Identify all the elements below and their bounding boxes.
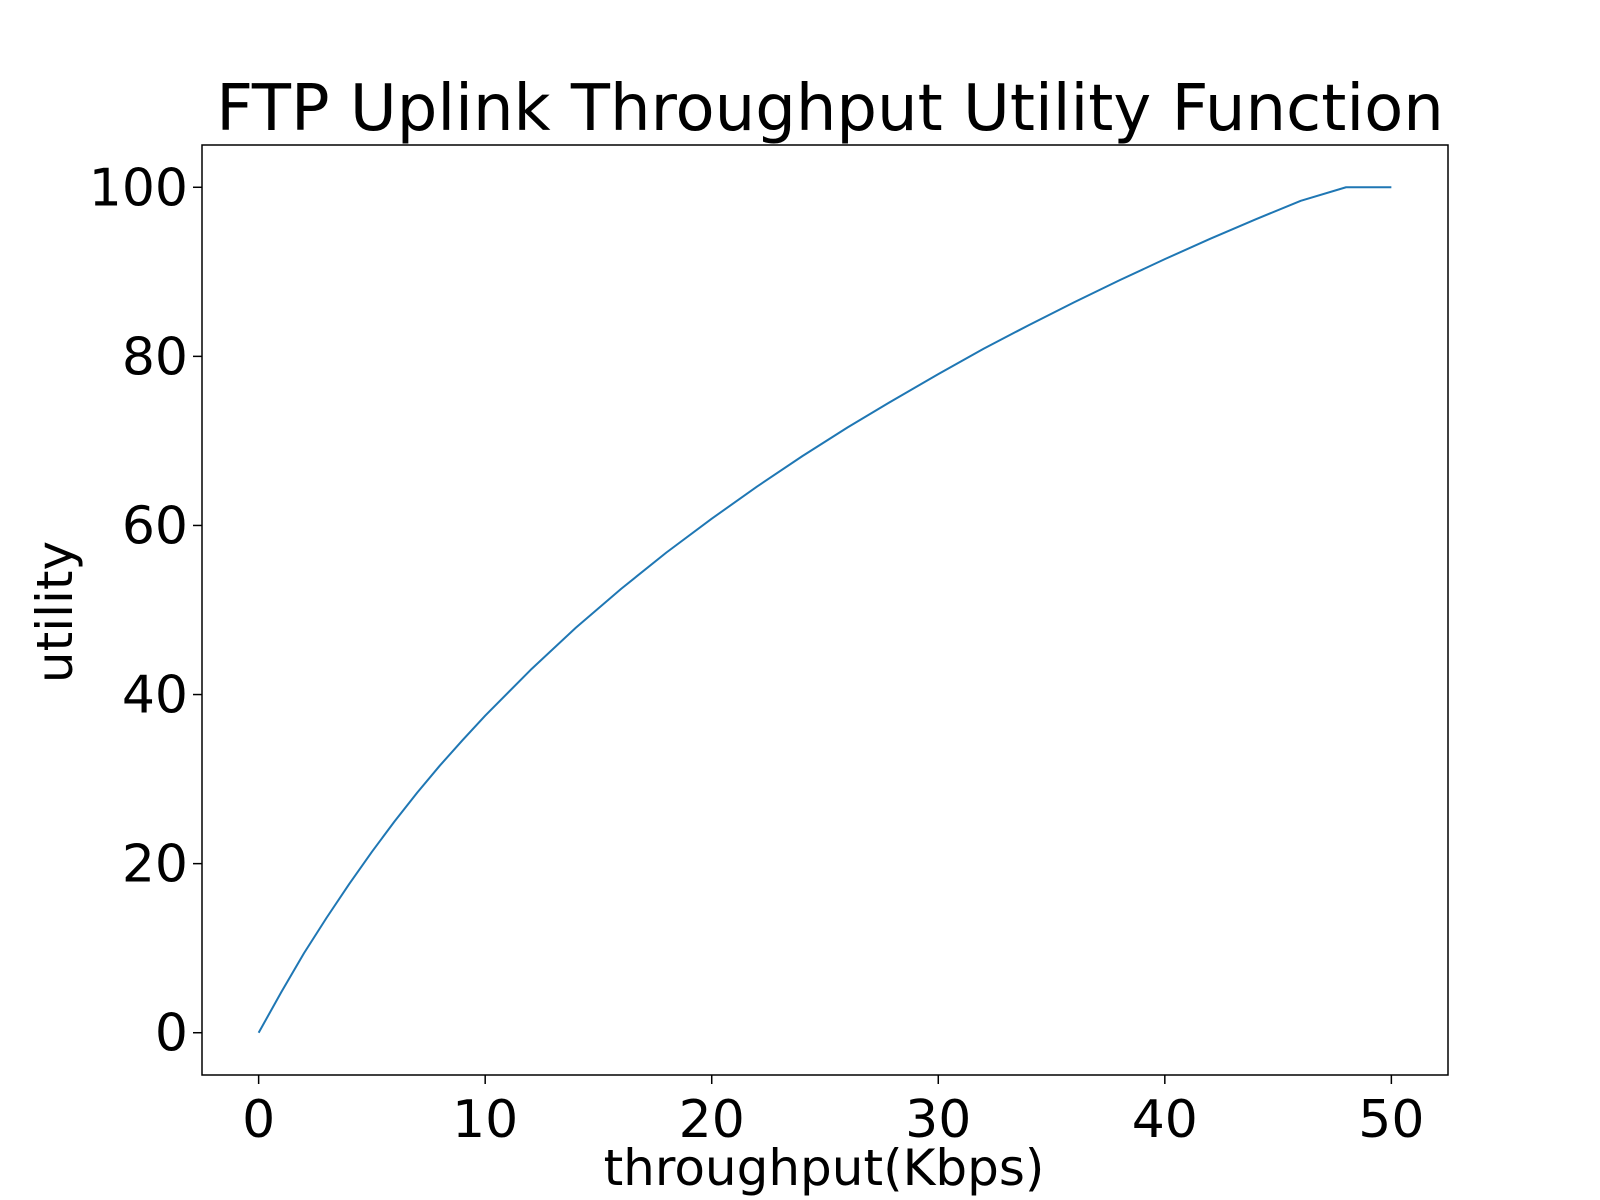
y-tick-label: 0 xyxy=(155,1004,188,1064)
series-layer xyxy=(257,186,1392,1034)
y-tick-label: 60 xyxy=(122,496,188,556)
y-tick-label: 40 xyxy=(122,666,188,726)
chart-title: FTP Uplink Throughput Utility Function xyxy=(216,72,1444,146)
x-tick-label: 10 xyxy=(452,1090,518,1150)
x-axis-ticks: 0 10 20 30 40 50 xyxy=(242,1075,1424,1150)
y-axis-ticks: 0 20 40 60 80 100 xyxy=(89,158,202,1064)
y-tick-label: 100 xyxy=(89,158,188,218)
x-tick-label: 0 xyxy=(242,1090,275,1150)
x-tick-label: 40 xyxy=(1132,1090,1198,1150)
series-line xyxy=(257,186,1392,1034)
x-axis-label: throughput(Kbps) xyxy=(604,1139,1045,1197)
y-axis-label: utility xyxy=(26,541,84,683)
y-tick-label: 20 xyxy=(122,835,188,895)
x-tick-label: 50 xyxy=(1358,1090,1424,1150)
x-tick-label: 30 xyxy=(905,1090,971,1150)
x-tick-label: 20 xyxy=(679,1090,745,1150)
plot-area-frame xyxy=(201,144,1449,1076)
y-tick-label: 80 xyxy=(122,327,188,387)
